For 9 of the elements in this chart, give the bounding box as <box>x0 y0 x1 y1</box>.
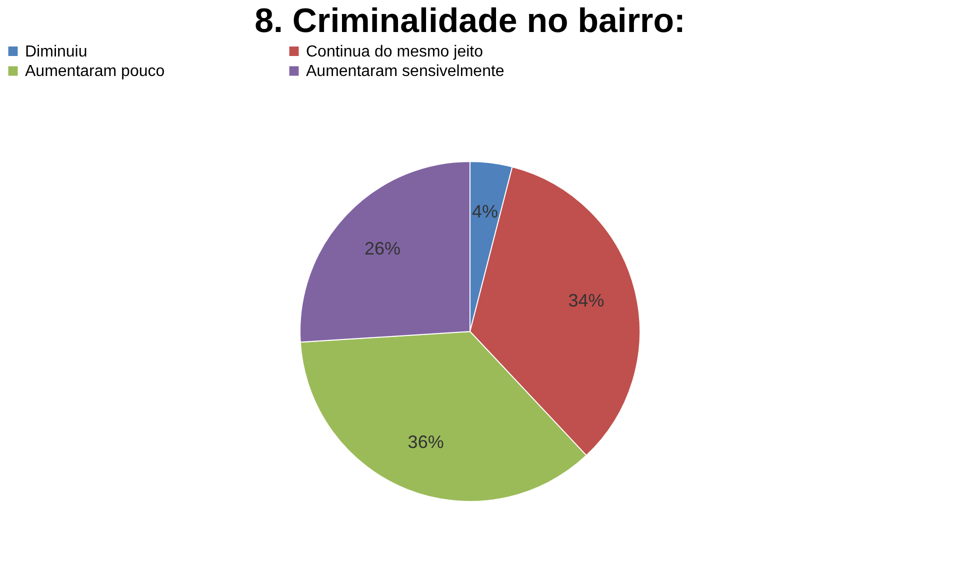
data-label: 34% <box>568 290 604 311</box>
data-label: 36% <box>408 432 444 452</box>
data-label: 4% <box>472 201 498 222</box>
legend-label: Aumentaram pouco <box>25 63 165 80</box>
legend-label: Diminuiu <box>25 43 88 60</box>
legend-label: Continua do mesmo jeito <box>306 43 484 60</box>
chart-title: 8. Criminalidade no bairro: <box>254 2 686 40</box>
legend-label: Aumentaram sensivelmente <box>306 63 504 80</box>
data-label: 26% <box>364 238 401 258</box>
